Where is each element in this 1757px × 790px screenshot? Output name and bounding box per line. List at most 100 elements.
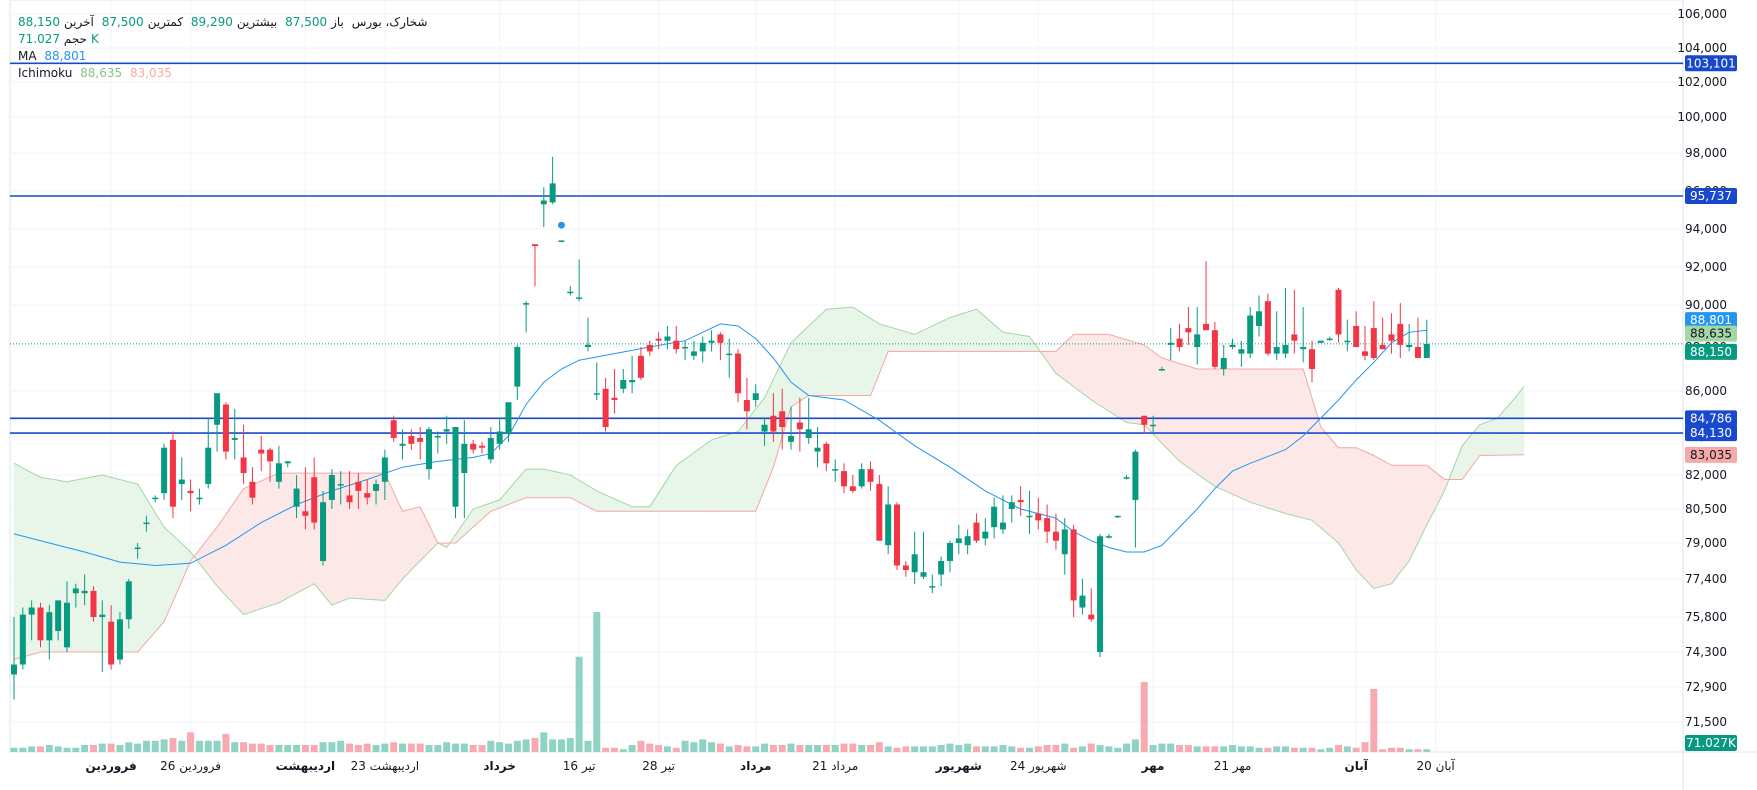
legend-ma-label[interactable]: MA (18, 49, 37, 63)
volume-bar (663, 746, 671, 752)
volume-bar (1246, 746, 1254, 752)
volume-bar (937, 745, 945, 752)
price-tick-label: 82,000 (1685, 468, 1727, 482)
cloud-segment (243, 487, 247, 616)
candle-body (832, 469, 839, 471)
candle (1291, 289, 1298, 354)
price-tick-label: 102,000 (1677, 75, 1727, 89)
candle-body (487, 437, 494, 460)
cloud-segment (1340, 447, 1344, 551)
cloud-segment (1307, 383, 1311, 521)
cloud-segment (667, 473, 670, 512)
volume-bar (1387, 747, 1395, 752)
volume-bar (1140, 682, 1148, 752)
cloud-segment (415, 506, 419, 567)
candle (1335, 287, 1342, 343)
cloud-segment (157, 515, 160, 631)
candle (902, 561, 909, 577)
indicator-price-badge: 88,801 (1685, 312, 1737, 329)
time-tick-label: 24 شهریور (1010, 759, 1067, 774)
cloud-segment (879, 323, 882, 374)
candle (655, 332, 662, 350)
cloud-segment (1110, 334, 1114, 415)
cloud-segment (1358, 448, 1361, 576)
legend-symbol[interactable]: شخارک، بورس (351, 15, 428, 29)
volume-bar (98, 743, 106, 752)
candle (1370, 301, 1377, 361)
cloud-segment (1247, 368, 1251, 503)
cloud-segment (1296, 368, 1300, 518)
cloud-segment (218, 519, 222, 592)
cloud-segment (523, 468, 527, 499)
volume-bar (822, 745, 830, 752)
cloud-segment (422, 511, 425, 560)
legend-ichimoku-label[interactable]: Ichimoku (18, 66, 73, 80)
candle-body (1282, 344, 1289, 354)
cloud-segment (1055, 348, 1059, 376)
candle-body (735, 353, 742, 394)
cloud-segment (472, 507, 476, 528)
cloud-segment (395, 496, 399, 588)
volume-badge-bg (1685, 735, 1737, 751)
candle-body (1097, 536, 1104, 652)
candle (196, 488, 203, 505)
cloud-segment (856, 309, 860, 396)
volume-bar (628, 745, 636, 752)
cloud-segment (618, 500, 622, 512)
candle-body (1379, 344, 1386, 350)
candle (779, 388, 786, 450)
cloud-segment (424, 515, 428, 558)
volume-bar (89, 745, 97, 752)
cloud-segment (722, 435, 726, 512)
candle-body (1388, 334, 1395, 341)
cloud-segment (271, 474, 275, 606)
volume-bar (1273, 746, 1281, 752)
cloud-segment (1278, 368, 1282, 513)
time-tick-label: 16 تیر (563, 759, 596, 774)
cloud-segment (561, 472, 564, 498)
volume-bar (1308, 747, 1316, 752)
cloud-segment (547, 469, 551, 498)
cloud-segment (920, 329, 924, 352)
cloud-segment (135, 483, 138, 653)
volume-bar (213, 740, 221, 752)
cloud-segment (1402, 464, 1406, 571)
candle (867, 461, 874, 491)
cloud-segment (1424, 464, 1428, 530)
cloud-segment (872, 319, 876, 391)
cloud-segment (914, 332, 918, 352)
candle-body (1132, 451, 1139, 500)
volume-bar (1008, 746, 1016, 752)
volume-bar (761, 743, 769, 752)
candle (1256, 295, 1263, 337)
candle (1088, 588, 1095, 622)
candle (1008, 495, 1015, 523)
candle (381, 449, 388, 500)
cloud-segment (369, 472, 372, 600)
cloud-segment (1320, 426, 1324, 531)
cloud-segment (1477, 423, 1481, 460)
cloud-segment (1245, 368, 1249, 502)
candle (90, 586, 97, 622)
cloud-segment (812, 319, 816, 396)
volume-bars (10, 612, 1431, 752)
cloud-segment (810, 321, 814, 396)
cloud-segment (984, 316, 988, 352)
candle-body (911, 554, 918, 573)
candle-body (999, 522, 1006, 530)
candle-body (929, 586, 936, 588)
candle (1035, 497, 1042, 530)
legend-volume-label[interactable]: حجم (63, 32, 87, 46)
candle-body (346, 495, 353, 503)
time-tick-label: شهریور (935, 759, 982, 774)
cloud-segment (1271, 368, 1275, 511)
cloud-segment (490, 501, 494, 512)
candle-body (1123, 477, 1130, 479)
cloud-segment (1181, 363, 1185, 465)
volume-bar (1061, 743, 1069, 752)
volume-bar (584, 740, 592, 752)
cloud-segment (1207, 368, 1211, 484)
cloud-segment (1391, 464, 1394, 585)
cloud-segment (603, 493, 606, 512)
